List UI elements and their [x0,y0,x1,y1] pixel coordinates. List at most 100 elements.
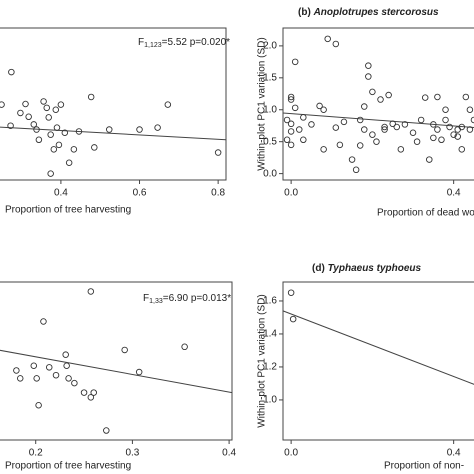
x-tick-label: 0.8 [211,188,225,199]
point [71,379,78,387]
y-tick-label: 0.0 [263,168,277,179]
point [442,116,449,124]
point [40,98,47,105]
x-tick-label: 0.0 [284,448,298,459]
point [103,427,110,434]
point [421,94,429,101]
point [381,123,388,131]
point [430,121,437,128]
x-axis-label: Proportion of non- [384,461,464,472]
x-tick-label: 0.6 [133,188,147,199]
point [47,170,54,177]
point [365,62,372,69]
point [283,116,291,124]
point [87,93,95,101]
point [17,109,24,117]
y-tick-label: 1.0 [263,104,277,115]
point [320,106,327,113]
point [80,389,88,396]
point [91,144,98,151]
x-axis-label: Proportion of dead wood [377,208,474,219]
point [320,146,327,153]
point [136,126,143,133]
stat-rest: =6.90 p=0.013* [163,293,232,304]
point [75,128,83,135]
point [458,146,466,153]
point [389,120,396,128]
x-tick-label: 0.4 [447,188,461,199]
point [52,371,60,379]
point [340,118,348,126]
x-tick-label: 0.3 [125,448,139,459]
point [40,318,47,325]
point [87,394,95,401]
point [462,93,470,101]
point [454,126,461,133]
point [164,101,172,108]
point [438,136,445,144]
point [35,401,42,409]
point [385,91,392,99]
point [90,389,97,396]
point [55,141,63,149]
point [0,101,5,108]
point [361,103,368,110]
point [426,156,433,163]
point [53,124,61,131]
point [291,104,299,112]
y-tick-label: 2.0 [263,41,277,52]
point [397,146,405,153]
point [291,58,299,66]
statistic: F1,33=6.90 p=0.013* [143,293,231,305]
point [361,126,368,133]
panel-letter: (b) [298,7,311,18]
panel-title: (b) Anoplotrupes stercorosus [298,7,439,18]
point [466,106,474,113]
point [413,138,421,145]
point [50,146,58,153]
species-name: Anoplotrupes stercorosus [313,7,439,18]
point [283,136,291,144]
point [33,375,40,382]
point [381,126,388,133]
point [458,123,466,131]
point [33,126,40,133]
x-tick-label: 0.2 [29,448,43,459]
y-axis-label: Within-plot PC1 variation (SD) [257,37,268,170]
x-tick-label: 0.0 [284,188,298,199]
fit-line [0,126,227,141]
panel-letter: (d) [312,263,325,274]
point [417,116,425,124]
x-tick-label: 0.4 [447,448,461,459]
point [47,131,54,138]
point [154,124,161,131]
x-axis-label: Proportion of tree harvesting [5,205,131,216]
point [332,124,340,131]
point [316,102,323,110]
stat-rest: =5.52 p=0.020* [162,37,231,48]
point [336,141,344,149]
point [373,138,380,145]
y-tick-label: 0.5 [263,136,277,147]
y-tick-label: 1.5 [263,72,277,83]
point [30,362,38,369]
point [105,126,113,133]
point [65,159,73,167]
point [442,106,449,113]
point [308,121,315,128]
x-axis-label: Proportion of tree harvesting [5,461,131,472]
point [296,126,303,133]
fit-line [282,310,474,385]
point [45,364,53,371]
point [287,141,295,149]
point [135,368,143,376]
point [446,123,453,131]
fit-line [282,112,474,128]
point [434,93,441,101]
point [287,289,295,296]
plot-frame [0,281,233,441]
point [466,126,474,133]
point [8,68,15,76]
point [287,96,295,103]
point [62,351,69,358]
